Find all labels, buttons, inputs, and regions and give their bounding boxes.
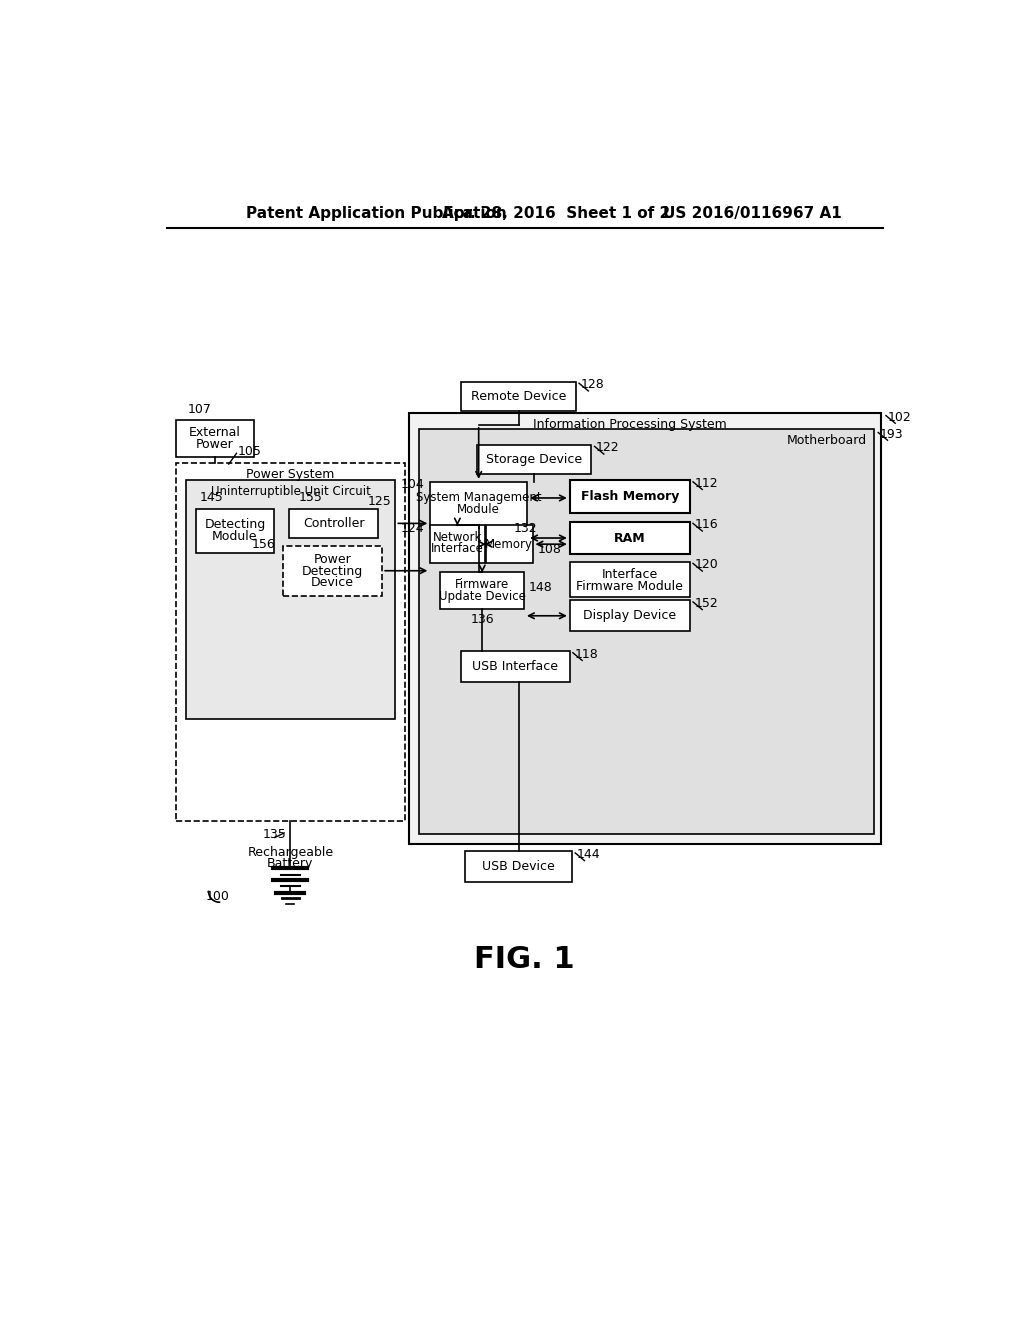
Text: US 2016/0116967 A1: US 2016/0116967 A1 [663,206,842,222]
Text: 116: 116 [694,519,718,532]
Text: 144: 144 [577,847,600,861]
Text: 155: 155 [299,491,323,504]
Bar [477,445,592,474]
Text: External: External [188,426,241,440]
Text: Battery: Battery [267,857,313,870]
Text: 102: 102 [888,411,911,424]
Text: Firmware Module: Firmware Module [577,579,683,593]
Text: Module: Module [458,503,500,516]
Text: USB Interface: USB Interface [472,660,558,673]
Bar [409,413,882,843]
Text: 152: 152 [694,597,718,610]
Bar [569,601,690,631]
Text: Device: Device [311,576,354,589]
Text: 104: 104 [400,478,424,491]
Text: Rechargeable: Rechargeable [248,846,334,859]
Bar [176,420,254,457]
Bar [486,525,532,564]
Text: Uninterruptible Unit Circuit: Uninterruptible Unit Circuit [211,484,371,498]
Text: Power: Power [313,553,351,566]
Bar [186,480,395,719]
Text: 135: 135 [263,828,287,841]
Text: 148: 148 [528,581,552,594]
Text: Interface: Interface [431,541,483,554]
Bar [289,508,378,539]
Text: 124: 124 [400,521,424,535]
Text: Memory: Memory [485,537,534,550]
Text: 132: 132 [513,521,537,535]
Text: Detecting: Detecting [302,565,364,578]
Bar [283,545,382,595]
Text: Flash Memory: Flash Memory [581,490,679,503]
Text: 125: 125 [368,495,391,508]
Text: Patent Application Publication: Patent Application Publication [246,206,507,222]
Bar [569,521,690,554]
Bar [569,480,690,512]
Text: 100: 100 [206,890,229,903]
Text: 145: 145 [200,491,224,504]
Bar [176,462,404,821]
Text: Apr. 28, 2016  Sheet 1 of 2: Apr. 28, 2016 Sheet 1 of 2 [442,206,670,222]
Bar [461,381,575,411]
Text: 156: 156 [252,537,275,550]
Text: 118: 118 [574,648,598,661]
Text: USB Device: USB Device [482,861,555,874]
Text: RAM: RAM [614,532,645,545]
Text: 128: 128 [581,379,604,391]
Text: Information Processing System: Information Processing System [532,418,726,432]
Text: 105: 105 [238,445,262,458]
Text: 107: 107 [187,403,212,416]
Text: 136: 136 [470,612,494,626]
Bar [430,482,527,528]
Text: 193: 193 [880,428,903,441]
Bar [440,572,524,609]
Text: 112: 112 [694,477,718,490]
Text: 108: 108 [538,543,561,556]
Bar [465,851,572,882]
Text: Interface: Interface [602,568,658,581]
Text: FIG. 1: FIG. 1 [474,945,575,974]
Text: 120: 120 [694,558,718,572]
Text: 122: 122 [596,441,620,454]
Text: Network: Network [433,531,482,544]
Text: Motherboard: Motherboard [787,434,867,446]
Text: System Management: System Management [416,491,542,504]
Text: Update Device: Update Device [438,590,525,603]
Text: Display Device: Display Device [584,610,677,622]
Bar [420,429,873,834]
Bar [461,651,569,682]
Text: Module: Module [212,529,258,543]
Bar [569,562,690,597]
Text: Detecting: Detecting [205,517,265,531]
Text: Power System: Power System [246,469,335,482]
Text: Firmware: Firmware [455,578,509,591]
Text: Storage Device: Storage Device [486,453,583,466]
Text: Controller: Controller [303,517,365,529]
Bar [197,508,273,553]
Text: Remote Device: Remote Device [471,389,566,403]
Text: Power: Power [196,438,233,451]
Bar [430,525,484,564]
